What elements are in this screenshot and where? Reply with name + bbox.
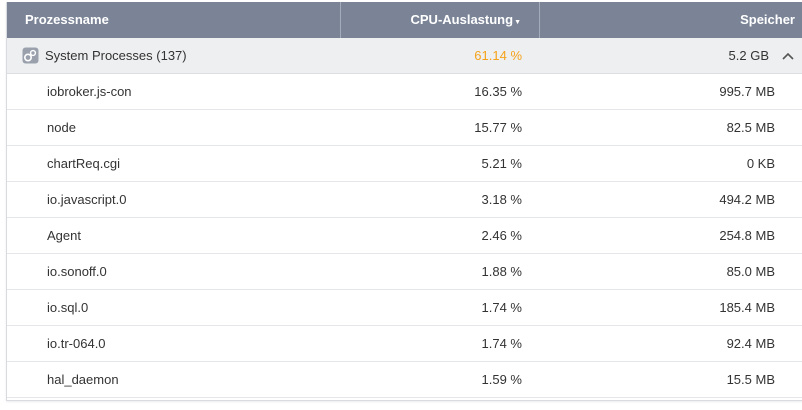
column-header-cpu[interactable]: CPU-Auslastung▼ — [341, 2, 540, 38]
table-row[interactable]: chartReq.cgi 5.21 % 0 KB — [7, 146, 802, 182]
column-header-memory[interactable]: Speicher — [540, 2, 802, 38]
table-row[interactable]: io.tr-064.0 1.74 % 92.4 MB — [7, 326, 802, 362]
process-name: io.sonoff.0 — [47, 264, 107, 279]
table-row[interactable]: io.javascript.0 3.18 % 494.2 MB — [7, 182, 802, 218]
process-cpu: 16.35 % — [474, 84, 522, 99]
process-memory: 15.5 MB — [726, 372, 775, 387]
process-cpu: 1.88 % — [481, 264, 522, 279]
column-header-memory-label: Speicher — [740, 12, 795, 27]
process-memory: 85.0 MB — [726, 264, 775, 279]
process-name: Agent — [47, 228, 81, 243]
process-name: iobroker.js-con — [47, 84, 132, 99]
column-header-process-name-label: Prozessname — [25, 12, 109, 27]
process-memory: 92.4 MB — [726, 336, 775, 351]
process-memory: 995.7 MB — [719, 84, 775, 99]
group-memory: 5.2 GB — [728, 48, 769, 63]
process-name: hal_daemon — [47, 372, 119, 387]
column-header-cpu-label: CPU-Auslastung — [410, 12, 514, 27]
table-row[interactable]: io.sonoff.0 1.88 % 85.0 MB — [7, 254, 802, 290]
process-name: io.tr-064.0 — [47, 336, 106, 351]
table-row[interactable]: hal_daemon 1.59 % 15.5 MB — [7, 362, 802, 398]
process-memory: 0 KB — [746, 156, 775, 171]
process-name: node — [47, 120, 76, 135]
table-row[interactable]: iobroker.js-con 16.35 % 995.7 MB — [7, 74, 802, 110]
process-cpu: 3.18 % — [481, 192, 522, 207]
process-cpu: 1.59 % — [481, 372, 522, 387]
process-name: chartReq.cgi — [47, 156, 120, 171]
process-memory: 254.8 MB — [719, 228, 775, 243]
chevron-up-icon[interactable] — [779, 47, 797, 65]
process-memory: 494.2 MB — [719, 192, 775, 207]
group-row-system-processes[interactable]: System Processes (137) 61.14 % 5.2 GB — [7, 38, 802, 74]
process-memory: 82.5 MB — [726, 120, 775, 135]
process-cpu: 1.74 % — [481, 336, 522, 351]
sort-down-icon: ▼ — [514, 18, 521, 26]
process-table: Prozessname CPU-Auslastung▼ Speicher Sys… — [6, 2, 802, 401]
process-cpu: 2.46 % — [481, 228, 522, 243]
table-row[interactable]: Agent 2.46 % 254.8 MB — [7, 218, 802, 254]
process-name: io.javascript.0 — [47, 192, 127, 207]
group-memory-cell: 5.2 GB — [540, 47, 802, 65]
process-cpu: 5.21 % — [481, 156, 522, 171]
group-cpu: 61.14 % — [474, 48, 522, 63]
process-cpu: 1.74 % — [481, 300, 522, 315]
process-memory: 185.4 MB — [719, 300, 775, 315]
group-label: System Processes (137) — [45, 48, 187, 63]
process-cpu: 15.77 % — [474, 120, 522, 135]
table-row[interactable]: io.sql.0 1.74 % 185.4 MB — [7, 290, 802, 326]
table-header: Prozessname CPU-Auslastung▼ Speicher — [7, 2, 802, 38]
process-name: io.sql.0 — [47, 300, 89, 315]
group-name-cell: System Processes (137) — [7, 47, 341, 64]
table-row[interactable]: node 15.77 % 82.5 MB — [7, 110, 802, 146]
process-group-icon — [22, 47, 39, 64]
column-header-process-name[interactable]: Prozessname — [7, 2, 341, 38]
